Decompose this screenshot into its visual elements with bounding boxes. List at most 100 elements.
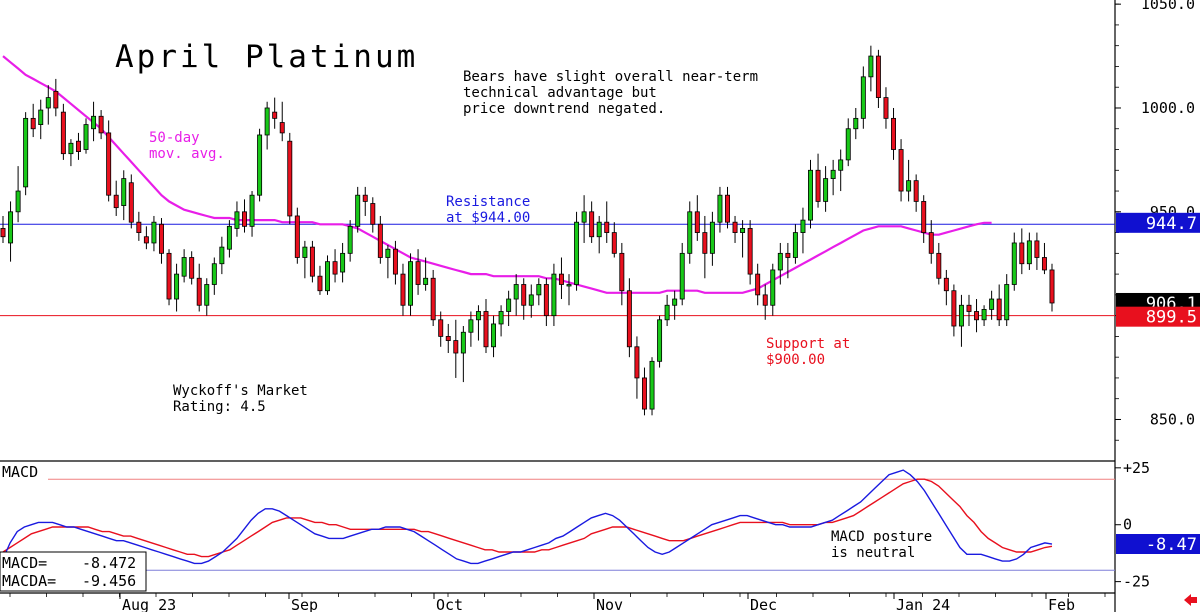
candle [747,220,753,285]
candle [226,220,232,258]
candle-down-body [128,182,134,223]
resistance-label: Resistance at $944.00 [446,194,539,226]
candle-up-body [770,269,776,306]
candle [672,290,678,320]
candle-down-body [377,223,383,258]
candle-up-body [528,294,534,306]
candle [0,215,6,243]
x-tick-label: Oct [436,596,463,612]
bears-note-line: price downtrend negated. [463,101,665,117]
candle-up-body [792,232,798,258]
candle-down-body [604,221,610,233]
candle [38,99,44,140]
candle [725,186,730,229]
candle-down-body [913,180,919,202]
candle-down-body [392,248,398,275]
candle [219,236,225,275]
candle [679,242,685,306]
candle [332,249,338,283]
candle [906,159,912,202]
candle-down-body [196,277,202,306]
candle [875,49,881,108]
candle [1011,232,1017,291]
price-tag: 944.7 [1116,212,1200,234]
candle [279,101,285,142]
candle-down-body [928,232,934,254]
candle-up-body [513,284,519,300]
market-rating-line: Rating: 4.5 [173,399,266,415]
candle [792,224,798,264]
candle-down-body [747,228,753,275]
candle-up-body [249,194,255,227]
candle [883,87,889,129]
candle-up-body [740,228,746,233]
x-tick-label: Aug 23 [122,596,176,612]
candle-up-body [649,360,655,410]
candle-up-body [204,284,210,306]
candle-down-body [272,111,278,119]
candle-down-body [626,290,632,348]
candle-up-body [581,211,587,223]
candle-up-body [408,261,414,306]
price-tick-label: 1050.0 [1141,0,1195,13]
candle-down-body [400,273,406,306]
candle [242,199,247,233]
candle-down-body [762,294,768,306]
candle [566,274,572,306]
candle-up-body [151,221,157,244]
candle [106,120,112,202]
macd-note-line: MACD posture [831,529,932,545]
candle [611,222,617,258]
candle [891,107,896,160]
bears-note-line: Bears have slight overall near-term [463,69,758,85]
candle [257,128,263,202]
candle-up-body [664,304,670,321]
resistance-label-line: at $944.00 [446,210,530,226]
candle-down-body [875,55,881,98]
support-label-line: $900.00 [766,352,825,368]
candle [400,263,406,316]
candle [936,242,942,285]
candle-down-body [75,140,81,152]
candle-down-body [611,232,617,254]
candle [1019,228,1025,275]
candle [151,215,157,252]
candle-up-body [777,252,783,271]
candle [121,170,127,221]
candle [709,211,715,266]
candle [60,103,66,160]
candle [498,305,504,337]
candle-up-body [845,128,851,161]
candle-down-body [521,284,527,306]
candle [551,263,557,327]
candle-up-body [800,219,806,233]
candle [309,240,315,283]
candle [53,78,59,117]
candle-up-body [566,284,572,287]
candle-up-body [838,159,844,171]
candle [196,263,202,312]
candle-down-body [113,194,119,209]
candle [649,357,655,416]
candle-up-body [672,298,678,306]
candle [370,197,376,233]
price-tag-box [1116,306,1200,327]
candle-up-body [340,252,346,273]
candle-down-body [483,311,489,348]
ma-label: 50-day mov. avg. [149,130,225,162]
candle [249,191,255,237]
candle [483,299,489,354]
candle-down-body [362,194,368,202]
bears-note-line: technical advantage but [463,85,657,101]
candle [302,240,308,279]
scroll-arrow-icon[interactable] [1184,594,1197,606]
candle-down-body [438,319,444,337]
macd-lines [2,469,1053,565]
candle [898,139,904,202]
candle [558,257,564,300]
candle-down-body [370,203,376,225]
macd-tick-label: 0 [1123,516,1132,534]
support-label-line: Support at [766,336,850,352]
candle [815,153,821,208]
